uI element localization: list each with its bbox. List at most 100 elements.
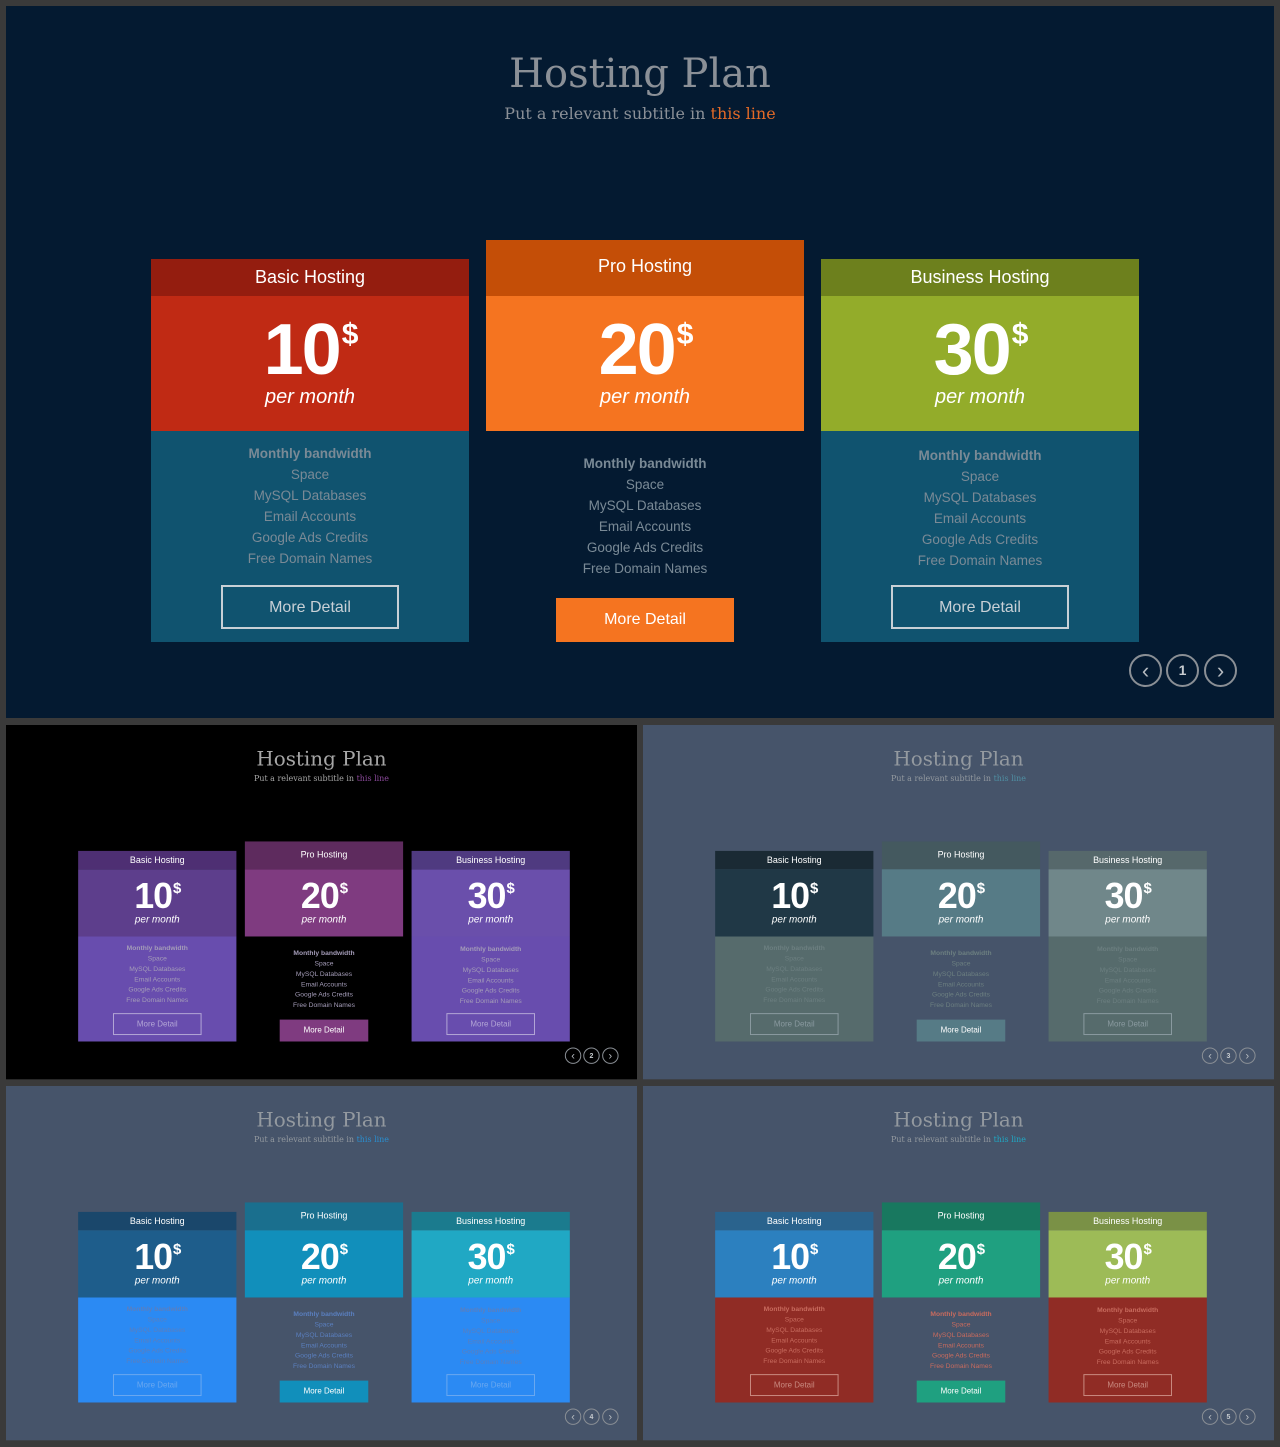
price-amount: 20$ <box>882 876 1040 923</box>
more-detail-button[interactable]: More Detail <box>1083 1374 1172 1397</box>
pricing-card-business: Business Hosting 30$ per month Monthly band… <box>1048 1211 1207 1403</box>
price-block: 30$ per month <box>411 1230 570 1298</box>
feature-item: Google Ads Credits <box>295 990 353 999</box>
feature-item: Space <box>1118 1316 1138 1324</box>
price-period: per month <box>1105 1275 1151 1287</box>
more-detail-button[interactable]: More Detail <box>556 598 734 642</box>
price-amount: 10$ <box>78 1237 236 1284</box>
more-detail-button[interactable]: More Detail <box>446 1013 535 1036</box>
page-indicator[interactable]: 2 <box>583 1047 600 1064</box>
features-block: Monthly bandwidth Space MySQL Databases Ema… <box>151 431 469 642</box>
chevron-left-icon: ‹ <box>571 1049 575 1062</box>
more-detail-button[interactable]: More Detail <box>916 1380 1006 1403</box>
slide-thumbnail-2[interactable]: Hosting Plan Put a relevant subtitle in t… <box>6 725 637 1080</box>
more-detail-button[interactable]: More Detail <box>279 1380 369 1403</box>
plan-name: Basic Hosting <box>715 850 874 870</box>
slide-thumbnail-3[interactable]: Hosting Plan Put a relevant subtitle in t… <box>643 725 1274 1080</box>
feature-item: Free Domain Names <box>582 561 708 576</box>
price-period: per month <box>1105 914 1151 926</box>
slide-thumbnail-5[interactable]: Hosting Plan Put a relevant subtitle in t… <box>643 1086 1274 1441</box>
price-amount: 30$ <box>412 1237 570 1284</box>
subtitle-highlight: this line <box>993 773 1027 784</box>
feature-item: Free Domain Names <box>459 1358 522 1366</box>
feature-item: Google Ads Credits <box>128 1346 187 1355</box>
feature-item: Free Domain Names <box>1096 997 1159 1005</box>
slide-canvas: Hosting Plan Put a relevant subtitle in t… <box>6 1086 637 1441</box>
feature-item: Monthly bandwidth <box>460 944 522 953</box>
page-indicator[interactable]: 5 <box>1220 1408 1237 1425</box>
prev-slide-button[interactable]: ‹ <box>564 1047 582 1064</box>
price-block: 30$ per month <box>821 296 1139 431</box>
price-amount: 30$ <box>1049 876 1207 923</box>
more-detail-button[interactable]: More Detail <box>891 585 1069 629</box>
more-detail-button[interactable]: More Detail <box>112 1013 202 1036</box>
more-detail-button[interactable]: More Detail <box>112 1374 202 1397</box>
subtitle-highlight: this line <box>710 104 776 123</box>
prev-slide-button[interactable]: ‹ <box>1129 654 1162 687</box>
next-slide-button[interactable]: › <box>1204 654 1237 687</box>
feature-item: Email Accounts <box>771 975 818 983</box>
prev-slide-button[interactable]: ‹ <box>1201 1408 1219 1425</box>
subtitle-text: Put a relevant subtitle in <box>504 104 711 123</box>
feature-item: Email Accounts <box>771 1336 818 1344</box>
pricing-card-pro: Pro Hosting 20$ per month Monthly bandwidth… <box>244 841 404 1042</box>
feature-list: Monthly bandwidth Space MySQL Databases Ema… <box>715 1297 873 1366</box>
price-block: 10$ per month <box>78 869 237 937</box>
price-period: per month <box>134 914 180 926</box>
chevron-right-icon: › <box>1245 1049 1250 1062</box>
more-detail-button[interactable]: More Detail <box>749 1374 839 1397</box>
price-block: 30$ per month <box>1048 1230 1207 1298</box>
price-value: 20 <box>598 310 677 390</box>
currency-symbol: $ <box>1143 880 1151 897</box>
plan-name: Business Hosting <box>821 259 1139 296</box>
price-amount: 10$ <box>78 876 236 923</box>
price-block: 10$ per month <box>715 869 874 937</box>
feature-item: Google Ads Credits <box>128 985 187 994</box>
more-detail-button[interactable]: More Detail <box>279 1019 369 1042</box>
feature-item: Google Ads Credits <box>932 990 990 999</box>
price-period: per month <box>468 1275 514 1287</box>
feature-item: MySQL Databases <box>462 965 519 974</box>
pricing-card-basic: Basic Hosting 10$ per month Monthly bandwid… <box>715 1211 874 1403</box>
currency-symbol: $ <box>676 318 694 351</box>
price-block: 20$ per month <box>486 296 804 431</box>
more-detail-button[interactable]: More Detail <box>749 1013 839 1036</box>
feature-item: Email Accounts <box>301 1341 347 1349</box>
feature-list: Monthly bandwidth Space MySQL Databases Ema… <box>412 936 570 1006</box>
more-detail-button[interactable]: More Detail <box>446 1374 535 1397</box>
next-slide-button[interactable]: › <box>602 1047 619 1064</box>
next-slide-button[interactable]: › <box>602 1408 619 1425</box>
features-block: Monthly bandwidth Space MySQL Databases Ema… <box>715 1297 874 1403</box>
feature-item: MySQL Databases <box>932 969 990 978</box>
page-subtitle: Put a relevant subtitle in this line <box>6 1135 637 1144</box>
plan-name: Basic Hosting <box>78 1211 237 1231</box>
page-indicator[interactable]: 4 <box>583 1408 600 1425</box>
page-indicator[interactable]: 1 <box>1166 654 1199 687</box>
prev-slide-button[interactable]: ‹ <box>1201 1047 1219 1064</box>
features-block: Monthly bandwidth Space MySQL Databases Ema… <box>78 936 237 1042</box>
feature-item: Space <box>314 959 334 967</box>
slide-canvas: Hosting Plan Put a relevant subtitle in t… <box>643 1086 1274 1441</box>
next-slide-button[interactable]: › <box>1239 1408 1256 1425</box>
page-indicator[interactable]: 3 <box>1220 1047 1237 1064</box>
chevron-left-icon: ‹ <box>1141 658 1150 683</box>
feature-list: Monthly bandwidth Space MySQL Databases Ema… <box>78 1297 236 1366</box>
feature-list: Monthly bandwidth Space MySQL Databases Ema… <box>412 1297 570 1367</box>
feature-list: Monthly bandwidth Space MySQL Databases Ema… <box>1049 936 1207 1006</box>
slide-thumbnail-4[interactable]: Hosting Plan Put a relevant subtitle in t… <box>6 1086 637 1441</box>
feature-item: Google Ads Credits <box>586 540 704 555</box>
more-detail-button[interactable]: More Detail <box>1083 1013 1172 1036</box>
pricing-card-business: Business Hosting 30$ per month Monthly band… <box>411 850 570 1042</box>
more-detail-button[interactable]: More Detail <box>916 1019 1006 1042</box>
next-slide-button[interactable]: › <box>1239 1047 1256 1064</box>
currency-symbol: $ <box>1143 1241 1151 1258</box>
price-period: per month <box>938 1275 984 1287</box>
more-detail-button[interactable]: More Detail <box>221 585 399 629</box>
prev-slide-button[interactable]: ‹ <box>564 1408 582 1425</box>
page-title: Hosting Plan <box>893 747 1024 771</box>
feature-item: Monthly bandwidth <box>460 1305 522 1314</box>
feature-item: MySQL Databases <box>766 1325 823 1334</box>
feature-item: Email Accounts <box>598 519 692 534</box>
currency-symbol: $ <box>339 1241 348 1258</box>
features-block: Monthly bandwidth Space MySQL Databases Ema… <box>1048 936 1207 1042</box>
